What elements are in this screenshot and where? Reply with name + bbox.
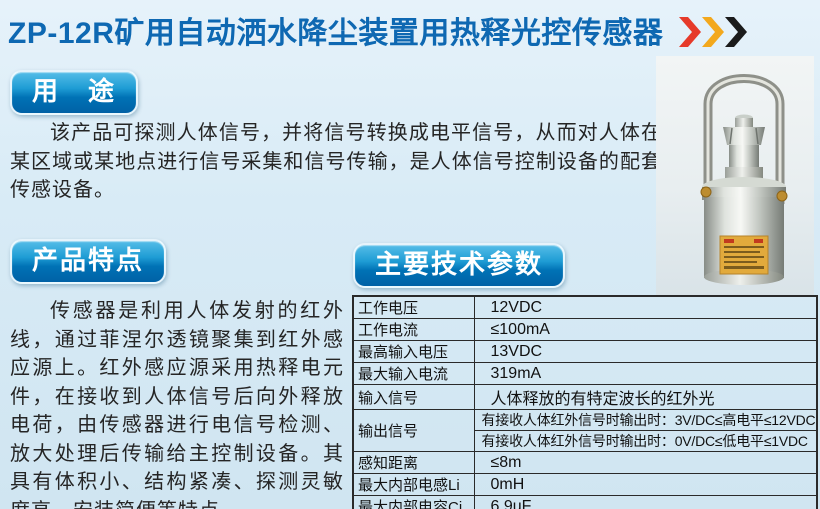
table-row: 最大输入电流 319mA xyxy=(352,362,818,385)
triple-chevron-right-icon xyxy=(679,16,748,48)
spec-label: 输入信号 xyxy=(352,384,475,410)
usage-section-heading: 用 途 xyxy=(10,70,139,115)
table-row: 最大内部电容Ci 6.9uF xyxy=(352,495,818,509)
spec-value: ≤8m xyxy=(473,451,818,474)
spec-value: 0mH xyxy=(473,473,818,496)
table-row: 工作电流 ≤100mA xyxy=(352,318,818,341)
spec-table-container: 工作电压 12VDC 工作电流 ≤100mA 最高输入电压 13VDC 最大输入… xyxy=(352,295,818,509)
table-row: 输出信号 有接收人体红外信号时输出时：3V/DC≤高电平≤12VDC xyxy=(352,409,818,452)
features-paragraph: 传感器是利用人体发射的红外线，通过菲涅尔透镜聚集到红外感应源上。红外感应源采用热… xyxy=(10,300,344,509)
spec-value: 13VDC xyxy=(473,340,818,363)
handle-screw-right xyxy=(776,190,788,202)
spec-label: 输出信号 xyxy=(352,409,475,452)
page-title: ZP-12R矿用自动洒水降尘装置用热释光控传感器 xyxy=(8,17,664,50)
spec-label: 最大内部电容Ci xyxy=(352,495,475,509)
chevron-orange xyxy=(702,17,725,47)
spec-label: 最大输入电流 xyxy=(352,362,475,385)
spec-table: 工作电压 12VDC 工作电流 ≤100mA 最高输入电压 13VDC 最大输入… xyxy=(352,295,818,509)
page-header: ZP-12R矿用自动洒水降尘装置用热释光控传感器 xyxy=(8,8,748,52)
spec-value: ≤100mA xyxy=(473,318,818,341)
spec-value: 12VDC xyxy=(473,295,818,319)
table-row: 有接收人体红外信号时输出时：0V/DC≤低电平≤1VDC xyxy=(353,430,818,452)
features-section-heading: 产品特点 xyxy=(10,239,167,284)
spec-label: 最大内部电感Li xyxy=(352,473,475,496)
spec-value: 319mA xyxy=(473,362,818,385)
spec-value: 有接收人体红外信号时输出时：3V/DC≤高电平≤12VDC xyxy=(473,409,818,431)
spec-value: 有接收人体红外信号时输出时：0V/DC≤低电平≤1VDC xyxy=(473,430,818,452)
usage-paragraph: 该产品可探测人体信号，并将信号转换成电平信号，从而对人体在某区域或某地点进行信号… xyxy=(10,122,662,201)
spec-value: 人体释放的有特定波长的红外光 xyxy=(473,384,818,410)
spec-label: 工作电流 xyxy=(352,318,475,341)
spec-label: 工作电压 xyxy=(352,295,475,319)
nameplate-label xyxy=(719,235,769,275)
specs-section-heading: 主要技术参数 xyxy=(353,243,566,288)
hex-nut-shape xyxy=(723,127,765,145)
table-row: 最高输入电压 13VDC xyxy=(352,340,818,363)
spec-label: 最高输入电压 xyxy=(352,340,475,363)
table-row: 输入信号 人体释放的有特定波长的红外光 xyxy=(352,384,818,410)
table-row: 感知距离 ≤8m xyxy=(352,451,818,474)
product-photo xyxy=(656,56,814,296)
spec-label: 感知距离 xyxy=(352,451,475,474)
chevron-black xyxy=(725,17,748,47)
chevron-red xyxy=(679,17,702,47)
table-row: 工作电压 12VDC xyxy=(352,295,818,319)
handle-screw-left xyxy=(700,186,712,198)
table-row: 最大内部电感Li 0mH xyxy=(352,473,818,496)
spec-value: 6.9uF xyxy=(473,495,818,509)
